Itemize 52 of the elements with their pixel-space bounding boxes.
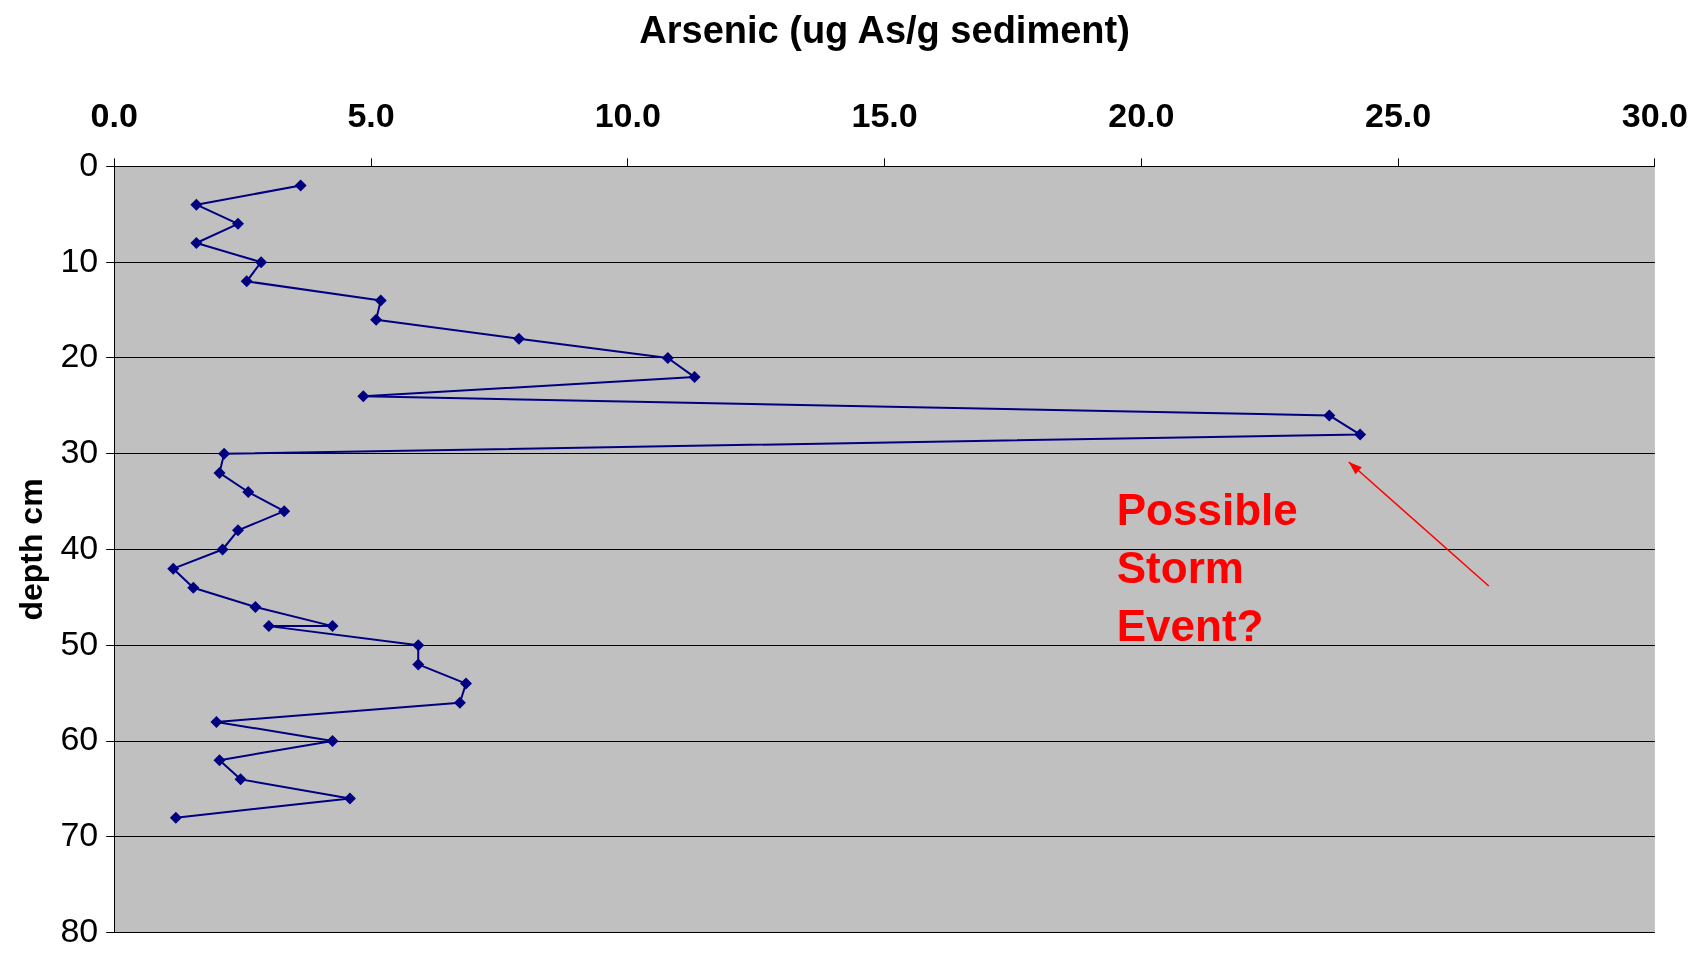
point xyxy=(167,562,180,575)
point xyxy=(1323,409,1336,422)
point xyxy=(213,754,226,767)
point xyxy=(190,237,203,250)
y-tick-label: 70 xyxy=(60,815,99,854)
point xyxy=(169,811,182,824)
point xyxy=(1354,428,1367,441)
point xyxy=(255,256,268,269)
point xyxy=(412,658,425,671)
point xyxy=(262,620,275,633)
point xyxy=(242,486,255,499)
x-tick-label: 25.0 xyxy=(1365,96,1432,135)
x-tick-label: 5.0 xyxy=(347,96,395,135)
point xyxy=(218,447,231,460)
y-tick-label: 80 xyxy=(60,910,99,949)
y-tick-label: 0 xyxy=(79,144,99,183)
x-axis-title: Arsenic (ug As/g sediment) xyxy=(639,9,1130,52)
point xyxy=(278,505,291,518)
point xyxy=(231,217,244,230)
point xyxy=(357,390,370,403)
point xyxy=(190,198,203,211)
point xyxy=(688,371,701,384)
point xyxy=(460,677,473,690)
point xyxy=(187,581,200,594)
point xyxy=(240,275,253,288)
point xyxy=(370,313,383,326)
point xyxy=(231,524,244,537)
x-tick-label: 0.0 xyxy=(90,96,138,135)
point xyxy=(661,351,674,364)
y-tick-label: 60 xyxy=(60,719,99,758)
point xyxy=(412,639,425,652)
point xyxy=(210,715,223,728)
y-tick-label: 40 xyxy=(60,527,99,566)
point xyxy=(326,620,339,633)
x-tick-label: 10.0 xyxy=(594,96,661,135)
point xyxy=(249,600,262,613)
point xyxy=(234,773,247,786)
point xyxy=(213,466,226,479)
y-tick-label: 50 xyxy=(60,623,99,662)
point xyxy=(294,179,307,192)
x-tick-label: 15.0 xyxy=(851,96,918,135)
point xyxy=(374,294,387,307)
y-axis-title: depth cm xyxy=(13,478,50,621)
y-tick-label: 20 xyxy=(60,336,99,375)
x-tick-label: 20.0 xyxy=(1108,96,1175,135)
y-tick-label: 10 xyxy=(60,240,99,279)
x-tick-label: 30.0 xyxy=(1621,96,1689,135)
annotation: Possible Storm Event? xyxy=(1116,485,1298,651)
point xyxy=(453,696,466,709)
point xyxy=(512,332,525,345)
point xyxy=(216,543,229,556)
y-tick-label: 30 xyxy=(60,432,99,471)
